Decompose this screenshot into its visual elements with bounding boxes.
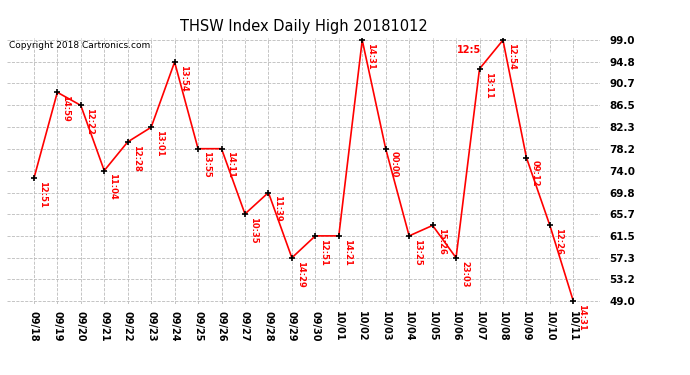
Text: 12:22: 12:22 [85, 108, 94, 135]
Text: 14:11: 14:11 [226, 152, 235, 178]
Text: 12:5: 12:5 [457, 45, 482, 56]
Text: 13:55: 13:55 [202, 152, 211, 178]
Text: 13:01: 13:01 [155, 130, 164, 157]
Text: 14:31: 14:31 [578, 304, 586, 331]
Text: Copyright 2018 Cartronics.com: Copyright 2018 Cartronics.com [9, 41, 150, 50]
Text: 13:11: 13:11 [484, 72, 493, 98]
Text: 23:03: 23:03 [460, 261, 469, 287]
Text: 14:31: 14:31 [366, 43, 375, 70]
Text: 12:51: 12:51 [319, 238, 328, 266]
Text: 11:39: 11:39 [273, 195, 282, 222]
Text: 00:00: 00:00 [390, 152, 399, 178]
Text: 14:29: 14:29 [296, 261, 305, 287]
Text: 13:54: 13:54 [179, 65, 188, 92]
Title: THSW Index Daily High 20181012: THSW Index Daily High 20181012 [179, 18, 428, 33]
Text: 14:59: 14:59 [61, 95, 70, 122]
Text: 09:12: 09:12 [531, 160, 540, 187]
Text: 13:25: 13:25 [413, 238, 422, 266]
Text: 10:35: 10:35 [249, 217, 258, 243]
Text: 12:26: 12:26 [554, 228, 563, 255]
Text: 12:54: 12:54 [507, 43, 516, 70]
Text: 15:26: 15:26 [437, 228, 446, 255]
Text: 11:04: 11:04 [108, 173, 117, 200]
Text: 12:28: 12:28 [132, 145, 141, 171]
Text: 14:21: 14:21 [343, 238, 352, 266]
Text: 12:51: 12:51 [38, 181, 47, 208]
